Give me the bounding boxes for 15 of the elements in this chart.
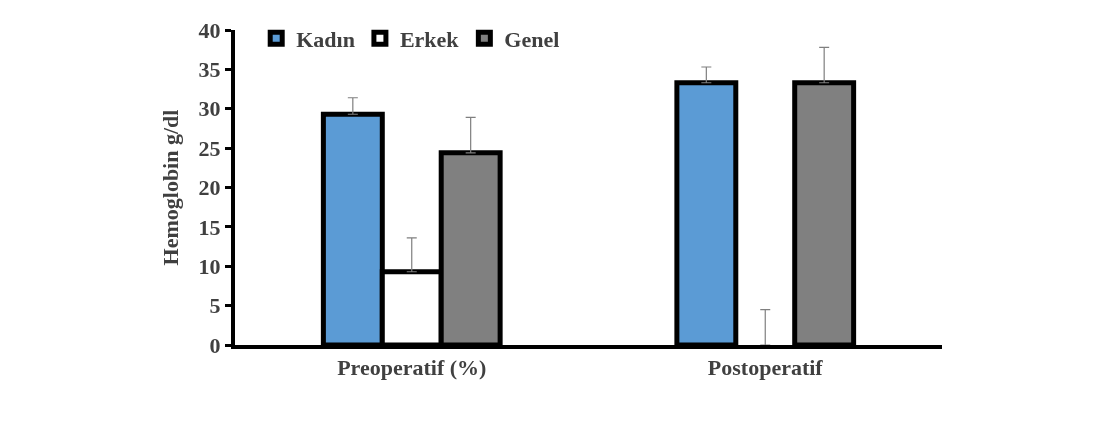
- y-tick-label: 5: [209, 293, 221, 319]
- legend-label: Erkek: [399, 26, 460, 52]
- legend-label: Kadın: [296, 26, 355, 52]
- y-tick-label: 40: [198, 17, 221, 43]
- y-tick-label: 20: [198, 175, 221, 201]
- y-tick-label: 30: [198, 96, 221, 122]
- y-tick-label: 10: [198, 253, 221, 279]
- x-tick-label: Postoperatif: [707, 355, 824, 381]
- y-tick-label: 0: [209, 332, 221, 358]
- y-tick-label: 35: [198, 57, 221, 83]
- y-axis-title: Hemoglobin g/dl: [158, 109, 183, 266]
- y-tick-label: 25: [198, 135, 221, 161]
- legend-label: Genel: [504, 26, 560, 52]
- x-tick-label: Preoperatif (%): [337, 355, 487, 381]
- y-tick-label: 15: [198, 214, 221, 240]
